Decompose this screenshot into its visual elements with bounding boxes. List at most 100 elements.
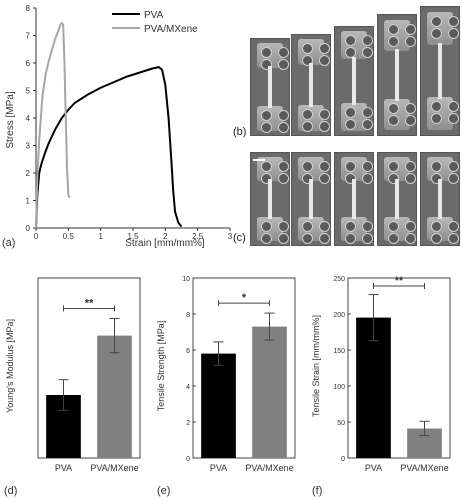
x-tick-label: 2 (163, 232, 168, 241)
bolt-icon (344, 35, 356, 47)
bolt-icon (344, 221, 356, 233)
bolt-icon (361, 118, 373, 130)
y-tick-label: 8 (186, 312, 190, 319)
bolt-icon (430, 100, 442, 112)
bolt-icon (277, 233, 289, 245)
specimen-photo (250, 38, 290, 136)
bolt-icon (277, 58, 289, 70)
y-tick-label: 4 (186, 384, 190, 391)
grip (426, 156, 459, 184)
dogbone-specimen (394, 178, 400, 220)
bolt-icon (404, 221, 416, 233)
panel-label-c: (c) (233, 232, 246, 244)
grip (297, 105, 330, 132)
dogbone-specimen (351, 178, 357, 220)
y-tick-label: 1 (26, 197, 31, 206)
bolt-icon (344, 160, 356, 172)
bolt-icon (318, 172, 330, 184)
bolt-icon (301, 172, 313, 184)
y-tick-label: 6 (186, 348, 190, 355)
bolt-icon (344, 47, 356, 59)
dogbone-specimen (308, 63, 314, 107)
bolt-icon (260, 58, 272, 70)
y-tick-label: 2 (186, 420, 190, 427)
grip (297, 217, 330, 245)
y-tick-label: 7 (26, 32, 31, 41)
panel-label-e: (e) (157, 485, 170, 497)
grip (297, 156, 330, 184)
significance-marker: ** (395, 275, 404, 287)
bolt-icon (447, 100, 459, 112)
bolt-icon (344, 233, 356, 245)
bolt-icon (387, 115, 399, 127)
bolt-icon (404, 35, 416, 47)
y-tick-label: 100 (333, 384, 345, 391)
bolt-icon (361, 233, 373, 245)
y-tick-label: 6 (26, 59, 31, 68)
bolt-icon (318, 221, 330, 233)
y-tick-label: 10 (182, 276, 190, 283)
specimen-photo (420, 6, 460, 136)
specimen-photo (334, 152, 374, 246)
bolt-icon (447, 16, 459, 28)
x-category-label: PVA (55, 463, 72, 473)
significance-marker: ** (85, 298, 94, 310)
bolt-icon (361, 160, 373, 172)
bolt-icon (404, 103, 416, 115)
grip (383, 19, 416, 51)
bolt-icon (318, 160, 330, 172)
bolt-icon (447, 221, 459, 233)
bolt-icon (387, 160, 399, 172)
y-tick-label: 5 (26, 87, 31, 96)
x-tick-label: 0.5 (63, 232, 75, 241)
bolt-icon (447, 112, 459, 124)
x-tick-label: 3 (228, 232, 233, 241)
x-axis-label: Strain [mm/mm%] (125, 238, 205, 249)
bolt-icon (318, 233, 330, 245)
grip (426, 12, 459, 46)
grip (383, 217, 416, 245)
x-category-label: PVA/MXene (245, 463, 293, 473)
panel-label-d: (d) (4, 485, 17, 497)
panel-label-b: (b) (233, 126, 247, 138)
significance-marker: * (242, 292, 247, 304)
stress-strain-chart: Stress [MPa] Strain [mm/mm%] (a) 0 0.5 1 1.… (2, 4, 233, 249)
dogbone-specimen (267, 178, 273, 220)
grip (256, 156, 289, 184)
bolt-icon (277, 46, 289, 58)
bolt-icon (361, 221, 373, 233)
tensile-strength-chart: Tensile Strength [MPa] (e) 0 2 4 6 8 10 PVA PVA… (156, 276, 296, 497)
bolt-icon (387, 233, 399, 245)
bolt-icon (277, 221, 289, 233)
bar-pva-mxene (252, 326, 287, 458)
bolt-icon (361, 106, 373, 118)
panel-label-f: (f) (312, 485, 322, 497)
bolt-icon (361, 172, 373, 184)
bolt-icon (430, 172, 442, 184)
x-tick-label: 1 (98, 232, 103, 241)
grip (256, 42, 289, 70)
bolt-icon (277, 160, 289, 172)
dogbone-specimen (267, 65, 273, 109)
y-tick-label: 0 (341, 456, 345, 463)
bolt-icon (260, 233, 272, 245)
y-tick-label: 0 (26, 224, 31, 233)
dogbone-specimen (308, 178, 314, 220)
bolt-icon (260, 122, 272, 134)
bolt-icon (430, 28, 442, 40)
bolt-icon (301, 43, 313, 54)
grip (383, 156, 416, 184)
bolt-icon (318, 121, 330, 132)
bolt-icon (404, 23, 416, 35)
bolt-icon (318, 55, 330, 66)
specimen-photo (291, 34, 331, 136)
x-tick-label: 2.5 (192, 232, 204, 241)
grip (256, 217, 289, 245)
plot-frame (347, 277, 451, 459)
bolt-icon (277, 110, 289, 122)
dogbone-specimen (351, 57, 357, 105)
dogbone-specimen (437, 178, 443, 220)
bolt-icon (404, 115, 416, 127)
y-axis-label: Young's Modulus [MPa] (5, 319, 15, 413)
plot-frame (192, 277, 296, 459)
